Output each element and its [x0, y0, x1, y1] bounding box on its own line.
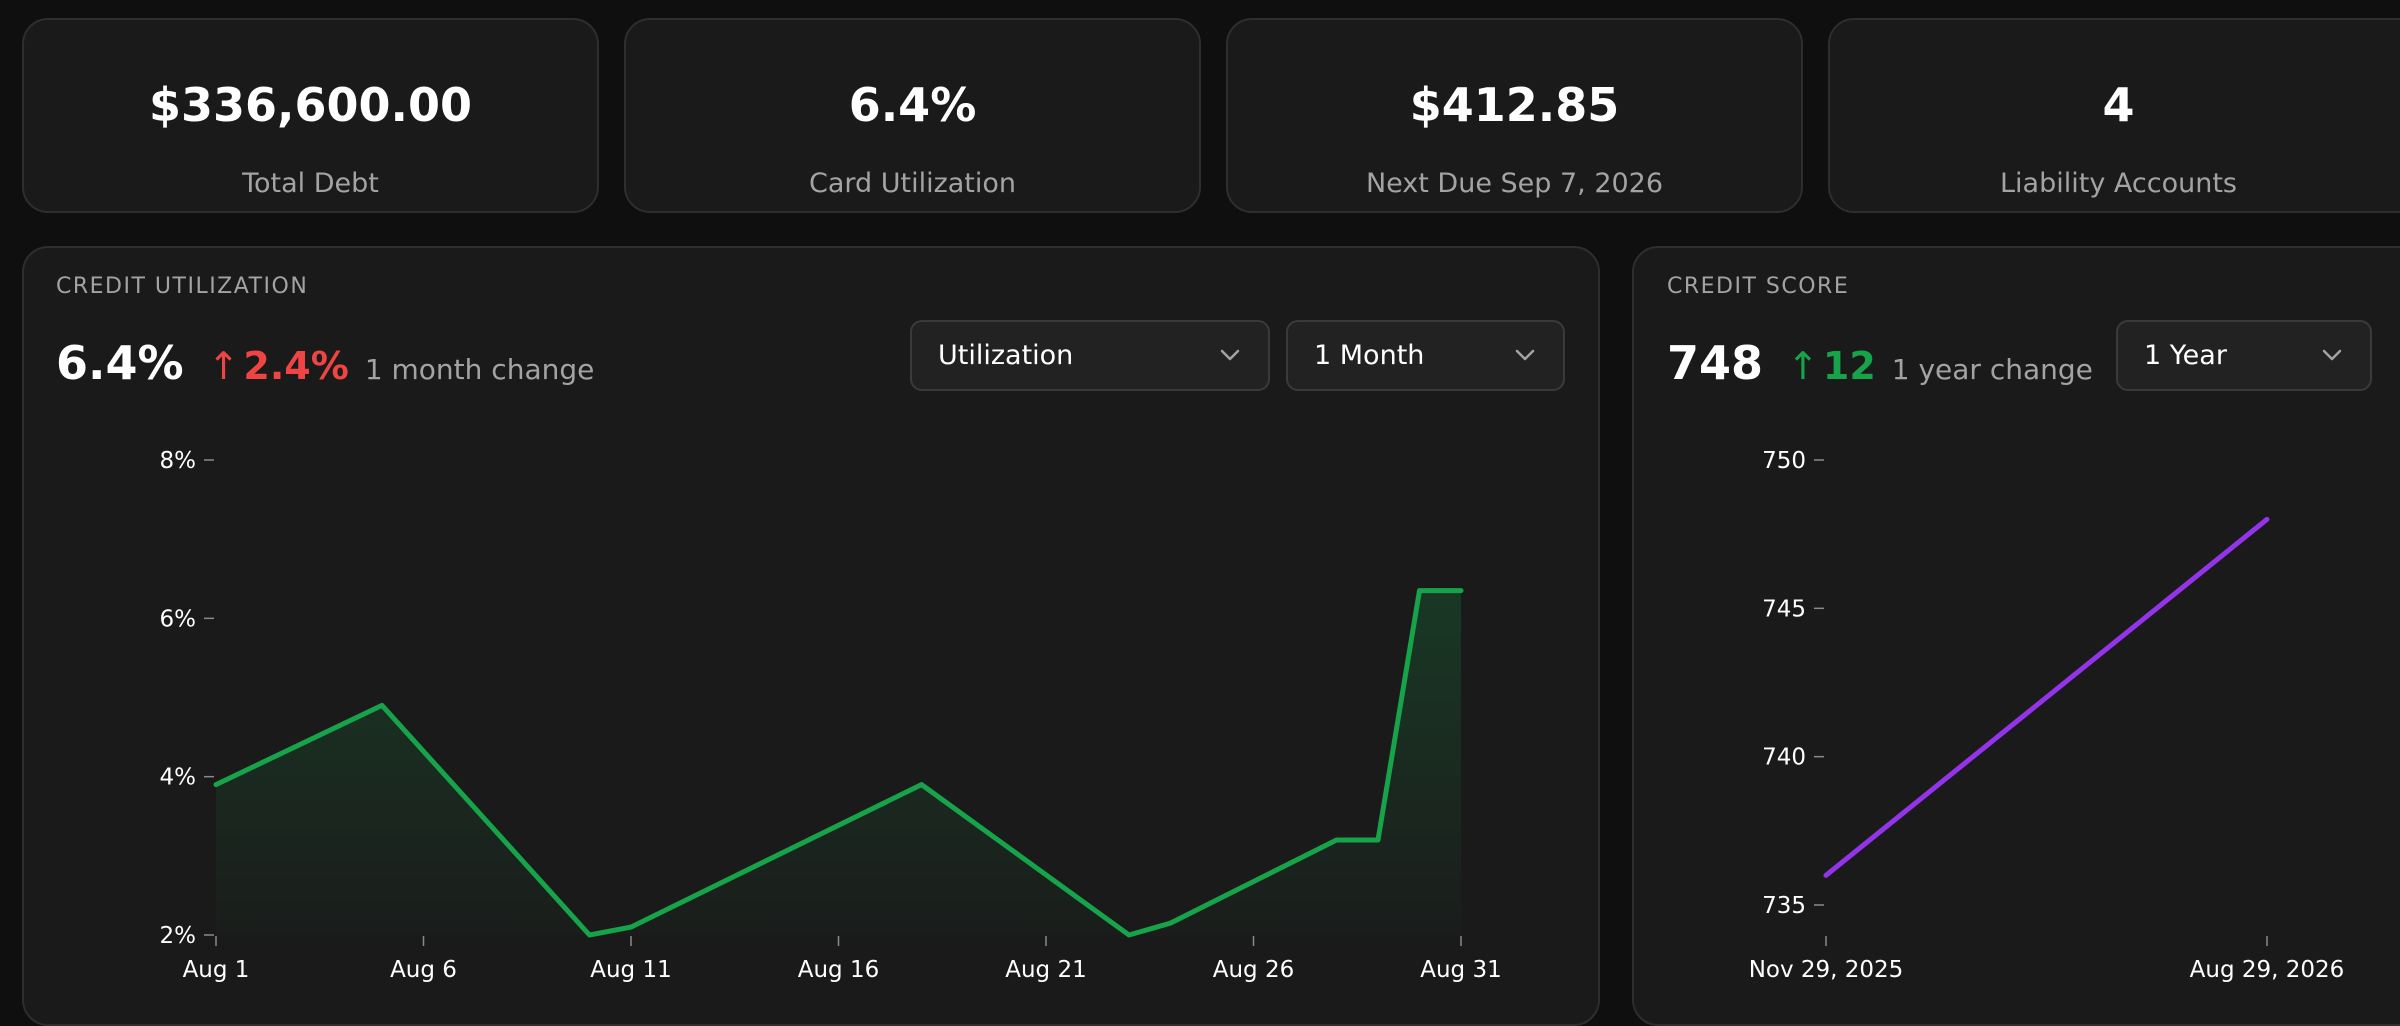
y-tick-label: 735 [1762, 893, 1806, 919]
credit-score-chart: 750 745 740 735 Nov 29, 2025 Aug 29, 2026 [0, 0, 2400, 1000]
credit-score-series-line [1826, 519, 2267, 875]
y-tick-label: 750 [1762, 448, 1806, 474]
y-tick-label: 745 [1762, 596, 1806, 622]
x-tick-label: Nov 29, 2025 [1749, 957, 1904, 983]
y-tick-label: 740 [1762, 745, 1806, 771]
x-tick-label: Aug 29, 2026 [2190, 957, 2345, 983]
